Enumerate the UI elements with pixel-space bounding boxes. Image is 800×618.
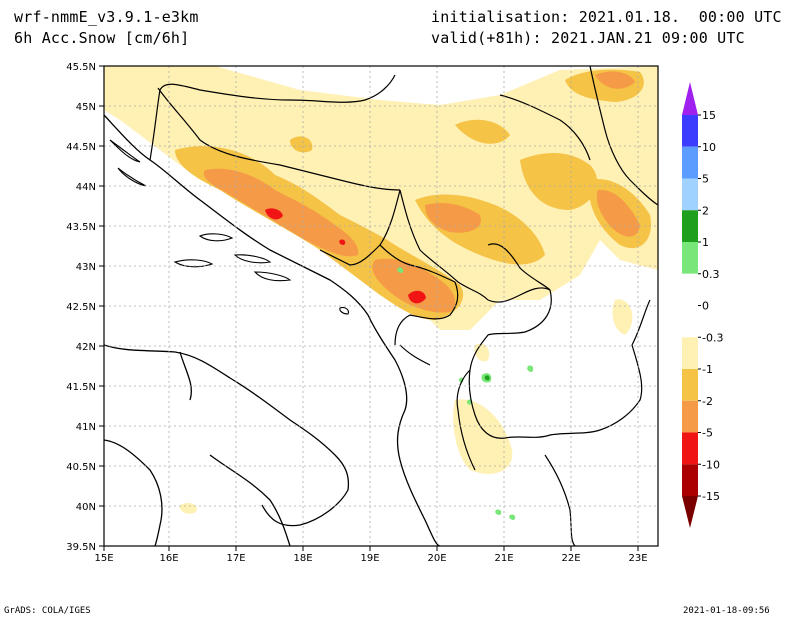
lat-label: 41N bbox=[76, 422, 96, 433]
colorbar-segment bbox=[682, 146, 698, 179]
colorbar-label: -1 bbox=[702, 363, 713, 376]
lon-axis: 15E 16E 17E 18E 19E 20E 21E 22E 23E bbox=[94, 546, 648, 564]
lat-label: 40.5N bbox=[66, 462, 96, 473]
colorbar-label: -15 bbox=[702, 490, 720, 503]
lat-label: 42N bbox=[76, 342, 96, 353]
grid-lines bbox=[104, 66, 658, 546]
colorbar-label: -5 bbox=[702, 427, 713, 440]
colorbar-top-arrow bbox=[682, 82, 698, 115]
colorbar-segment bbox=[682, 369, 698, 401]
colorbar-segment bbox=[682, 210, 698, 242]
colorbar: 15 10 5 2 1 0.3 0 -0.3 -1 -2 -5 -10 -15 bbox=[682, 82, 723, 528]
lat-label: 43.5N bbox=[66, 222, 96, 233]
colorbar-label: -2 bbox=[702, 395, 713, 408]
colorbar-segment bbox=[682, 305, 698, 338]
colorbar-label: 15 bbox=[702, 109, 716, 122]
lat-label: 45N bbox=[76, 102, 96, 113]
lon-label: 20E bbox=[427, 553, 446, 564]
colorbar-segment bbox=[682, 273, 698, 306]
lat-axis: 45.5N 45N 44.5N 44N 43.5N 43N 42.5N 42N … bbox=[66, 62, 104, 553]
coastlines bbox=[104, 114, 441, 546]
lon-label: 17E bbox=[226, 553, 245, 564]
colorbar-label: 5 bbox=[702, 173, 709, 186]
lat-label: 44N bbox=[76, 182, 96, 193]
country-borders bbox=[149, 66, 658, 546]
colorbar-label: 0.3 bbox=[702, 268, 720, 281]
colorbar-label: -0.3 bbox=[702, 331, 723, 344]
snow-green-areas bbox=[397, 267, 534, 520]
lat-label: 41.5N bbox=[66, 382, 96, 393]
colorbar-segment bbox=[682, 432, 698, 465]
colorbar-label: -10 bbox=[702, 458, 720, 471]
lon-label: 15E bbox=[94, 553, 113, 564]
variable-title: 6h Acc.Snow [cm/6h] bbox=[14, 29, 190, 47]
lon-label: 21E bbox=[494, 553, 513, 564]
colorbar-segment bbox=[682, 242, 698, 274]
colorbar-label: 10 bbox=[702, 141, 716, 154]
colorbar-bottom-arrow bbox=[682, 496, 698, 528]
footer-grads-credit: GrADS: COLA/IGES bbox=[4, 606, 91, 616]
lat-label: 39.5N bbox=[66, 542, 96, 553]
lon-label: 23E bbox=[628, 553, 647, 564]
valid-time: valid(+81h): 2021.JAN.21 09:00 UTC bbox=[431, 29, 745, 47]
snow-field bbox=[104, 66, 658, 546]
lon-label: 18E bbox=[293, 553, 312, 564]
footer-timestamp: 2021-01-18-09:56 bbox=[683, 606, 770, 616]
colorbar-segment bbox=[682, 178, 698, 211]
lon-label: 19E bbox=[360, 553, 379, 564]
init-time: initialisation: 2021.01.18. 00:00 UTC bbox=[431, 8, 782, 26]
snow-darkgreen-spots bbox=[484, 375, 490, 381]
colorbar-label: 1 bbox=[702, 236, 709, 249]
lon-label: 16E bbox=[159, 553, 178, 564]
colorbar-label: 2 bbox=[702, 204, 709, 217]
colorbar-segment bbox=[682, 337, 698, 369]
lat-label: 45.5N bbox=[66, 62, 96, 73]
colorbar-segment bbox=[682, 464, 698, 496]
colorbar-segment bbox=[682, 400, 698, 433]
colorbar-segment bbox=[682, 115, 698, 147]
snow-intense-spots bbox=[265, 208, 426, 304]
lat-label: 44.5N bbox=[66, 142, 96, 153]
lat-label: 43N bbox=[76, 262, 96, 273]
lat-label: 42.5N bbox=[66, 302, 96, 313]
lon-label: 22E bbox=[561, 553, 580, 564]
colorbar-label: 0 bbox=[702, 300, 709, 313]
lat-label: 40N bbox=[76, 502, 96, 513]
model-title: wrf-nmmE_v3.9.1-e3km bbox=[14, 8, 199, 26]
